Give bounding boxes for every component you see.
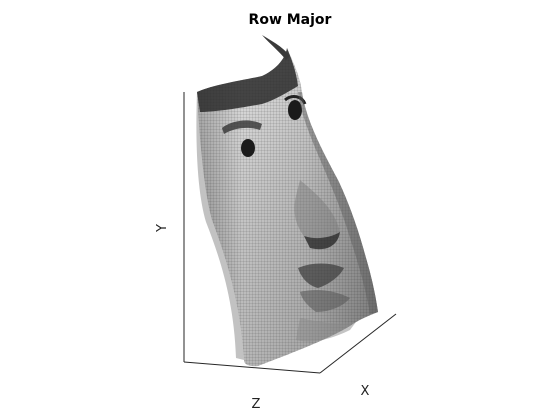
hair-region (197, 48, 298, 112)
y-axis-label: Y (155, 224, 170, 233)
eyebrow (222, 120, 262, 134)
plot-title: Row Major (249, 12, 332, 28)
right-eye (288, 100, 302, 120)
surface-mesh (196, 35, 378, 367)
axes (183, 92, 397, 374)
nose-shadow (294, 180, 340, 239)
mouth (298, 263, 344, 288)
x-axis-label: X (361, 384, 370, 399)
z-axis-label: Z (252, 397, 261, 412)
x-axis-line (319, 313, 397, 374)
left-eye (241, 139, 255, 157)
z-axis-line (183, 361, 321, 374)
